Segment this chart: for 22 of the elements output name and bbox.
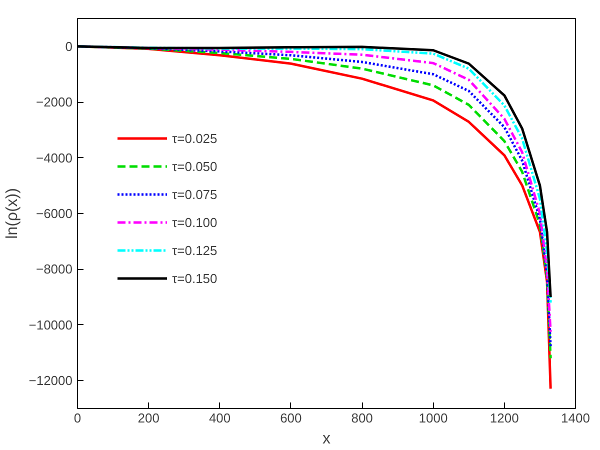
x-tick-label: 1200 [490, 410, 519, 426]
y-tick-label: −10000 [28, 317, 73, 332]
x-tick-label: 200 [138, 410, 160, 426]
x-tick-label: 1400 [561, 410, 590, 426]
legend-label: τ=0.150 [172, 270, 218, 286]
y-tick-label: −12000 [28, 373, 73, 388]
x-tick-label: 600 [280, 410, 302, 426]
y-axis-title: ln(ρ(x)) [4, 188, 21, 239]
y-tick-label: 0 [65, 38, 73, 54]
legend-label: τ=0.050 [172, 158, 218, 174]
y-tick-label: −2000 [36, 94, 73, 110]
y-tick-label: −4000 [36, 150, 73, 166]
x-tick-label: 1000 [418, 410, 448, 426]
legend-label: τ=0.025 [172, 130, 218, 146]
legend-label: τ=0.125 [172, 242, 218, 258]
x-tick-label: 400 [208, 410, 231, 426]
y-tick-label: −6000 [36, 206, 73, 221]
x-tick-label: 800 [351, 410, 373, 426]
legend-label: τ=0.075 [172, 186, 218, 202]
legend-label: τ=0.100 [172, 214, 218, 230]
y-tick-label: −8000 [36, 262, 73, 277]
x-axis-title: x [322, 430, 330, 448]
